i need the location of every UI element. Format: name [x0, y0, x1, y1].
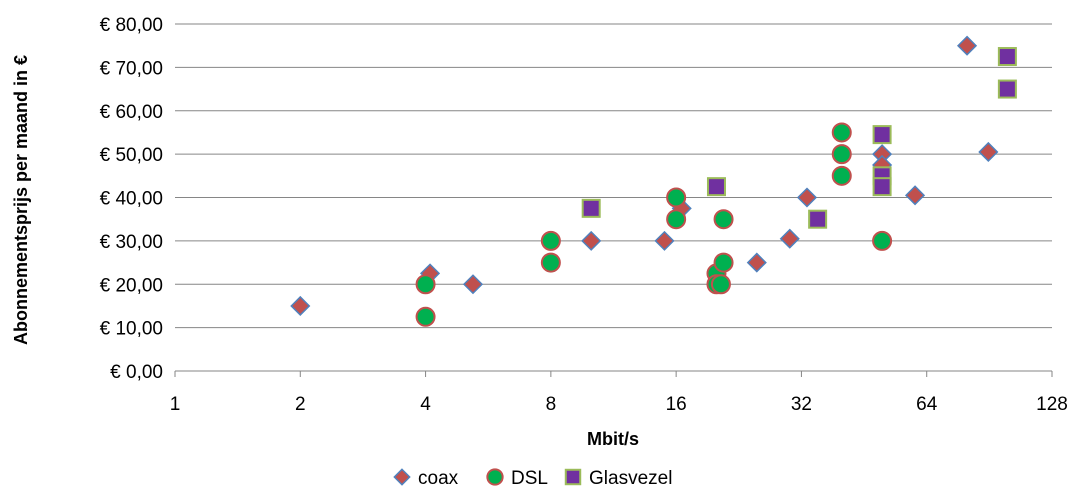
dsl-point — [713, 252, 734, 273]
coax-point — [956, 35, 978, 56]
y-tick-label: € 30,00 — [100, 232, 163, 253]
y-axis-title: Abonnementsprijs per maand in € — [11, 55, 31, 345]
coax-point — [654, 230, 675, 251]
x-tick-label: 8 — [546, 394, 557, 415]
dsl-point — [540, 230, 561, 251]
x-axis-ticks: 1 2 4 8 16 32 64 128 — [170, 371, 1068, 415]
y-tick-label: € 60,00 — [100, 102, 163, 123]
glasvezel-point — [997, 47, 1017, 67]
dsl-point — [872, 230, 893, 251]
legend-glasvezel-label: Glasvezel — [589, 468, 672, 488]
dsl-point — [831, 144, 852, 165]
dsl-point — [415, 274, 436, 295]
y-tick-label: € 50,00 — [100, 145, 163, 166]
series-coax — [290, 35, 999, 316]
coax-point — [462, 274, 484, 295]
dsl-point — [831, 122, 852, 143]
dsl-point — [666, 209, 687, 230]
x-tick-label: 32 — [791, 394, 812, 415]
x-tick-label: 16 — [666, 394, 687, 415]
glasvezel-point — [706, 177, 726, 197]
coax-point — [746, 252, 767, 273]
gridlines — [175, 23, 1052, 329]
legend-glasvezel-marker — [564, 468, 582, 486]
x-tick-label: 128 — [1036, 394, 1068, 415]
coax-point — [581, 230, 602, 251]
x-axis-title: Mbit/s — [587, 429, 639, 449]
glasvezel-point — [808, 209, 828, 229]
legend-dsl-label: DSL — [511, 468, 548, 488]
legend: coax DSL Glasvezel — [393, 468, 672, 488]
glasvezel-point — [872, 177, 892, 197]
data-markers — [290, 35, 1017, 327]
coax-point — [904, 185, 926, 206]
glasvezel-point — [997, 79, 1017, 99]
coax-point — [290, 295, 311, 316]
x-tick-label: 64 — [916, 394, 938, 415]
glasvezel-point — [581, 198, 601, 218]
coax-point — [779, 228, 800, 249]
dsl-point — [666, 187, 687, 208]
dsl-point — [713, 209, 734, 230]
dsl-point — [540, 252, 561, 273]
dsl-point — [831, 165, 852, 186]
y-tick-label: € 10,00 — [100, 319, 163, 340]
y-tick-label: € 20,00 — [100, 275, 163, 296]
dsl-point — [710, 274, 731, 295]
y-tick-label: € 70,00 — [100, 58, 163, 79]
legend-dsl-marker — [486, 468, 504, 486]
x-tick-label: 2 — [295, 394, 306, 415]
legend-coax-marker — [393, 468, 411, 486]
y-axis-ticks: € 0,00 € 10,00 € 20,00 € 30,00 € 40,00 € 50,0… — [100, 15, 163, 383]
coax-point — [796, 187, 818, 208]
dsl-point — [415, 306, 436, 327]
y-tick-label: € 80,00 — [100, 15, 163, 36]
legend-coax-label: coax — [418, 468, 459, 488]
series-glasvezel — [581, 47, 1017, 229]
y-tick-label: € 0,00 — [110, 362, 163, 383]
glasvezel-point — [872, 125, 892, 145]
series-dsl — [415, 122, 893, 327]
x-tick-label: 1 — [170, 394, 181, 415]
coax-point — [978, 141, 999, 163]
x-tick-label: 4 — [420, 394, 431, 415]
y-tick-label: € 40,00 — [100, 189, 163, 210]
